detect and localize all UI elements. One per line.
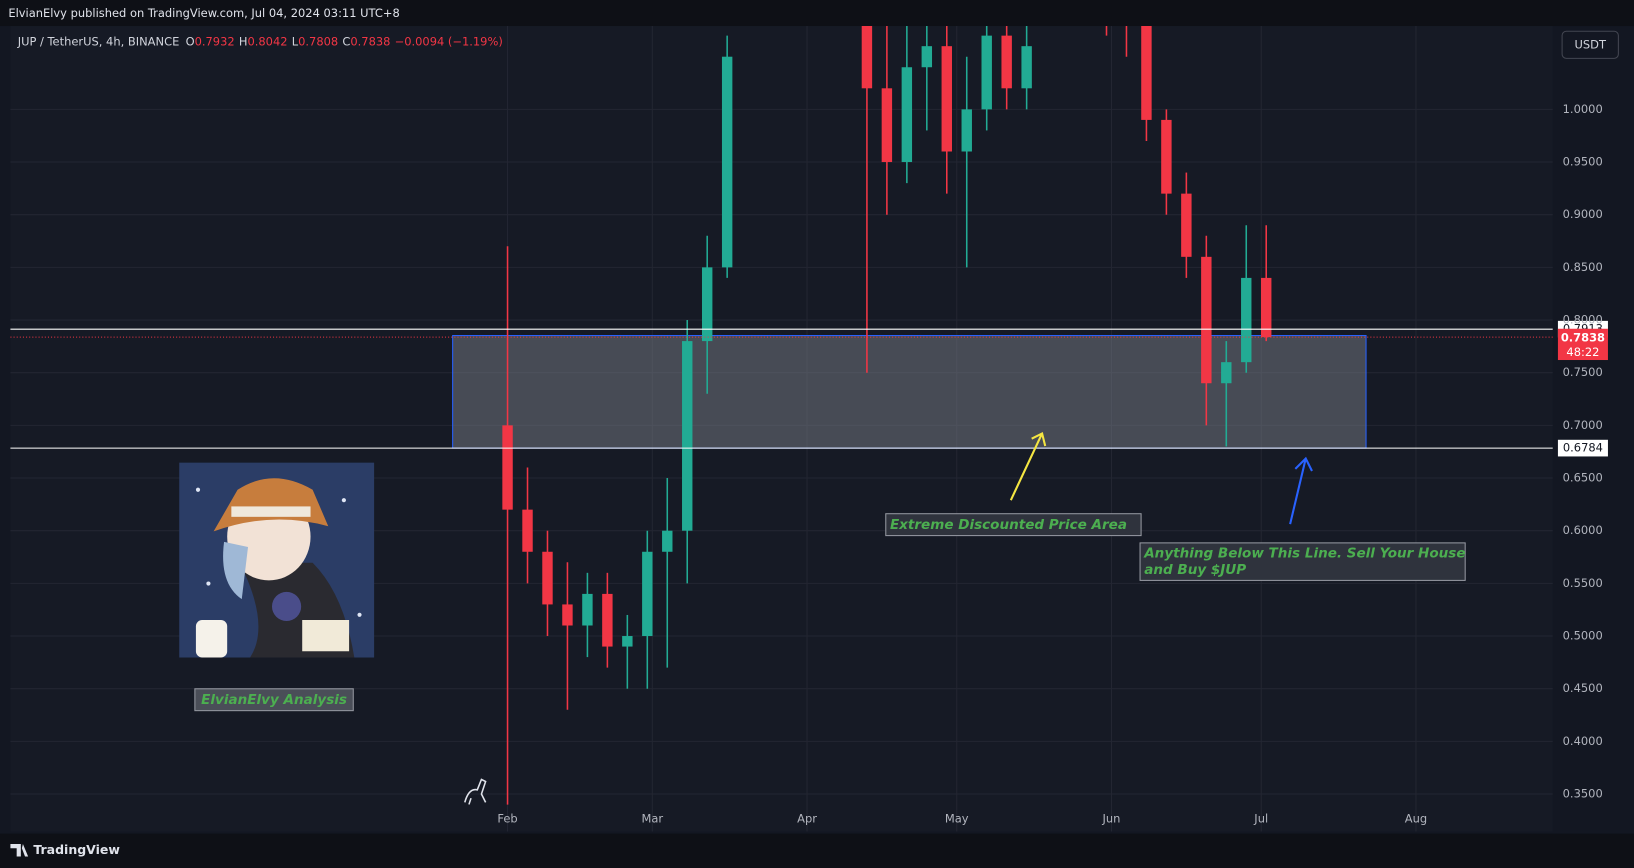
last-price-label: 0.7838	[1561, 331, 1605, 345]
candle-body	[562, 604, 573, 626]
candle-body	[1021, 46, 1032, 89]
candle-body	[542, 551, 553, 605]
brand: TradingView	[33, 842, 120, 857]
candle-body	[1001, 35, 1012, 89]
ohlc-key: L	[292, 34, 299, 48]
y-tick-label: 0.8500	[1563, 260, 1603, 274]
avatar	[179, 462, 375, 658]
ohlc-value: 0.7932	[195, 34, 235, 48]
candle-body	[881, 88, 893, 163]
candle-body	[901, 67, 913, 163]
arrow	[1009, 431, 1047, 501]
y-tick-label: 0.4000	[1563, 734, 1603, 748]
y-tick-label: 0.9000	[1563, 207, 1603, 221]
ohlc-value: 0.8042	[247, 34, 287, 48]
candle-body	[522, 509, 533, 552]
candle-body	[1221, 362, 1232, 384]
symbol-legend: JUP / TetherUS, 4h, BINANCE O0.7932 H0.804…	[17, 34, 503, 48]
currency[interactable]: USDT	[1574, 37, 1606, 51]
annotation: Anything Below This Line. Sell Your Hous…	[1143, 545, 1465, 561]
candle-body	[582, 593, 593, 626]
candle-body	[981, 35, 992, 110]
candle-body	[921, 46, 933, 68]
candle-body	[941, 46, 952, 152]
y-tick-label: 0.6500	[1563, 471, 1603, 485]
change: −0.0094 (−1.19%)	[395, 34, 503, 48]
x-tick-label: Jul	[1253, 812, 1268, 826]
y-tick-label: 0.9500	[1563, 155, 1603, 169]
x-tick-label: Mar	[641, 812, 663, 826]
x-tick-label: Jun	[1102, 812, 1121, 826]
ohlc-value: 0.7838	[350, 34, 390, 48]
level-label: 0.6784	[1563, 441, 1603, 455]
y-tick-label: 0.5500	[1563, 576, 1603, 590]
candle-body	[1241, 277, 1252, 363]
y-tick-label: 1.0000	[1563, 102, 1603, 116]
candle-body	[602, 593, 613, 647]
annotation: Extreme Discounted Price Area	[890, 517, 1127, 533]
publisher: ElvianElvy published on TradingView.com,…	[8, 6, 399, 20]
ohlc-key: H	[239, 34, 248, 48]
annotation-box	[194, 688, 354, 712]
candle-body	[721, 56, 733, 268]
annotation: and Buy $JUP	[1144, 562, 1246, 578]
y-tick-label: 0.3500	[1563, 787, 1603, 801]
y-tick-label: 0.5000	[1563, 629, 1603, 643]
arrow	[1289, 456, 1313, 525]
y-tick-label: 0.6000	[1563, 523, 1603, 537]
x-tick-label: May	[945, 812, 969, 826]
candle-body	[1141, 26, 1152, 120]
candle-body	[701, 267, 713, 342]
brand-logo	[10, 844, 29, 857]
candle-body	[861, 26, 873, 89]
annotation-box	[1139, 542, 1466, 581]
candle-body	[622, 636, 633, 647]
candle-body	[682, 341, 693, 531]
price-zone	[452, 334, 1367, 449]
candle-body	[502, 425, 513, 510]
level-label-box	[1557, 439, 1608, 457]
candle-body	[1201, 256, 1212, 384]
candle-body	[1261, 277, 1272, 338]
x-tick-label: Feb	[497, 812, 517, 826]
symbol: JUP / TetherUS, 4h, BINANCE	[17, 34, 180, 48]
x-tick-label: Apr	[797, 812, 817, 826]
footer-bar	[0, 833, 1634, 868]
currency-button[interactable]	[1561, 30, 1619, 59]
candle-body	[1161, 119, 1172, 194]
annotation-box	[885, 513, 1142, 537]
candle-body	[662, 530, 673, 552]
annotation: ElvianElvy Analysis	[201, 692, 347, 708]
y-tick-label: 0.7500	[1563, 365, 1603, 379]
last-price-box	[1557, 328, 1608, 361]
y-tick-label: 0.4500	[1563, 681, 1603, 695]
ohlc-key: C	[342, 34, 350, 48]
y-tick-label: 0.7000	[1563, 418, 1603, 432]
header-bar	[0, 0, 1634, 27]
candle-body	[1181, 193, 1192, 257]
countdown: 48:22	[1566, 345, 1599, 359]
ohlc-key: O	[186, 34, 195, 48]
logo-icon	[464, 778, 487, 805]
x-tick-label: Aug	[1405, 812, 1427, 826]
ohlc-value: 0.7808	[298, 34, 338, 48]
candle-body	[642, 551, 653, 637]
candle-body	[961, 109, 972, 152]
y-tick-label: 0.8000	[1563, 313, 1603, 327]
